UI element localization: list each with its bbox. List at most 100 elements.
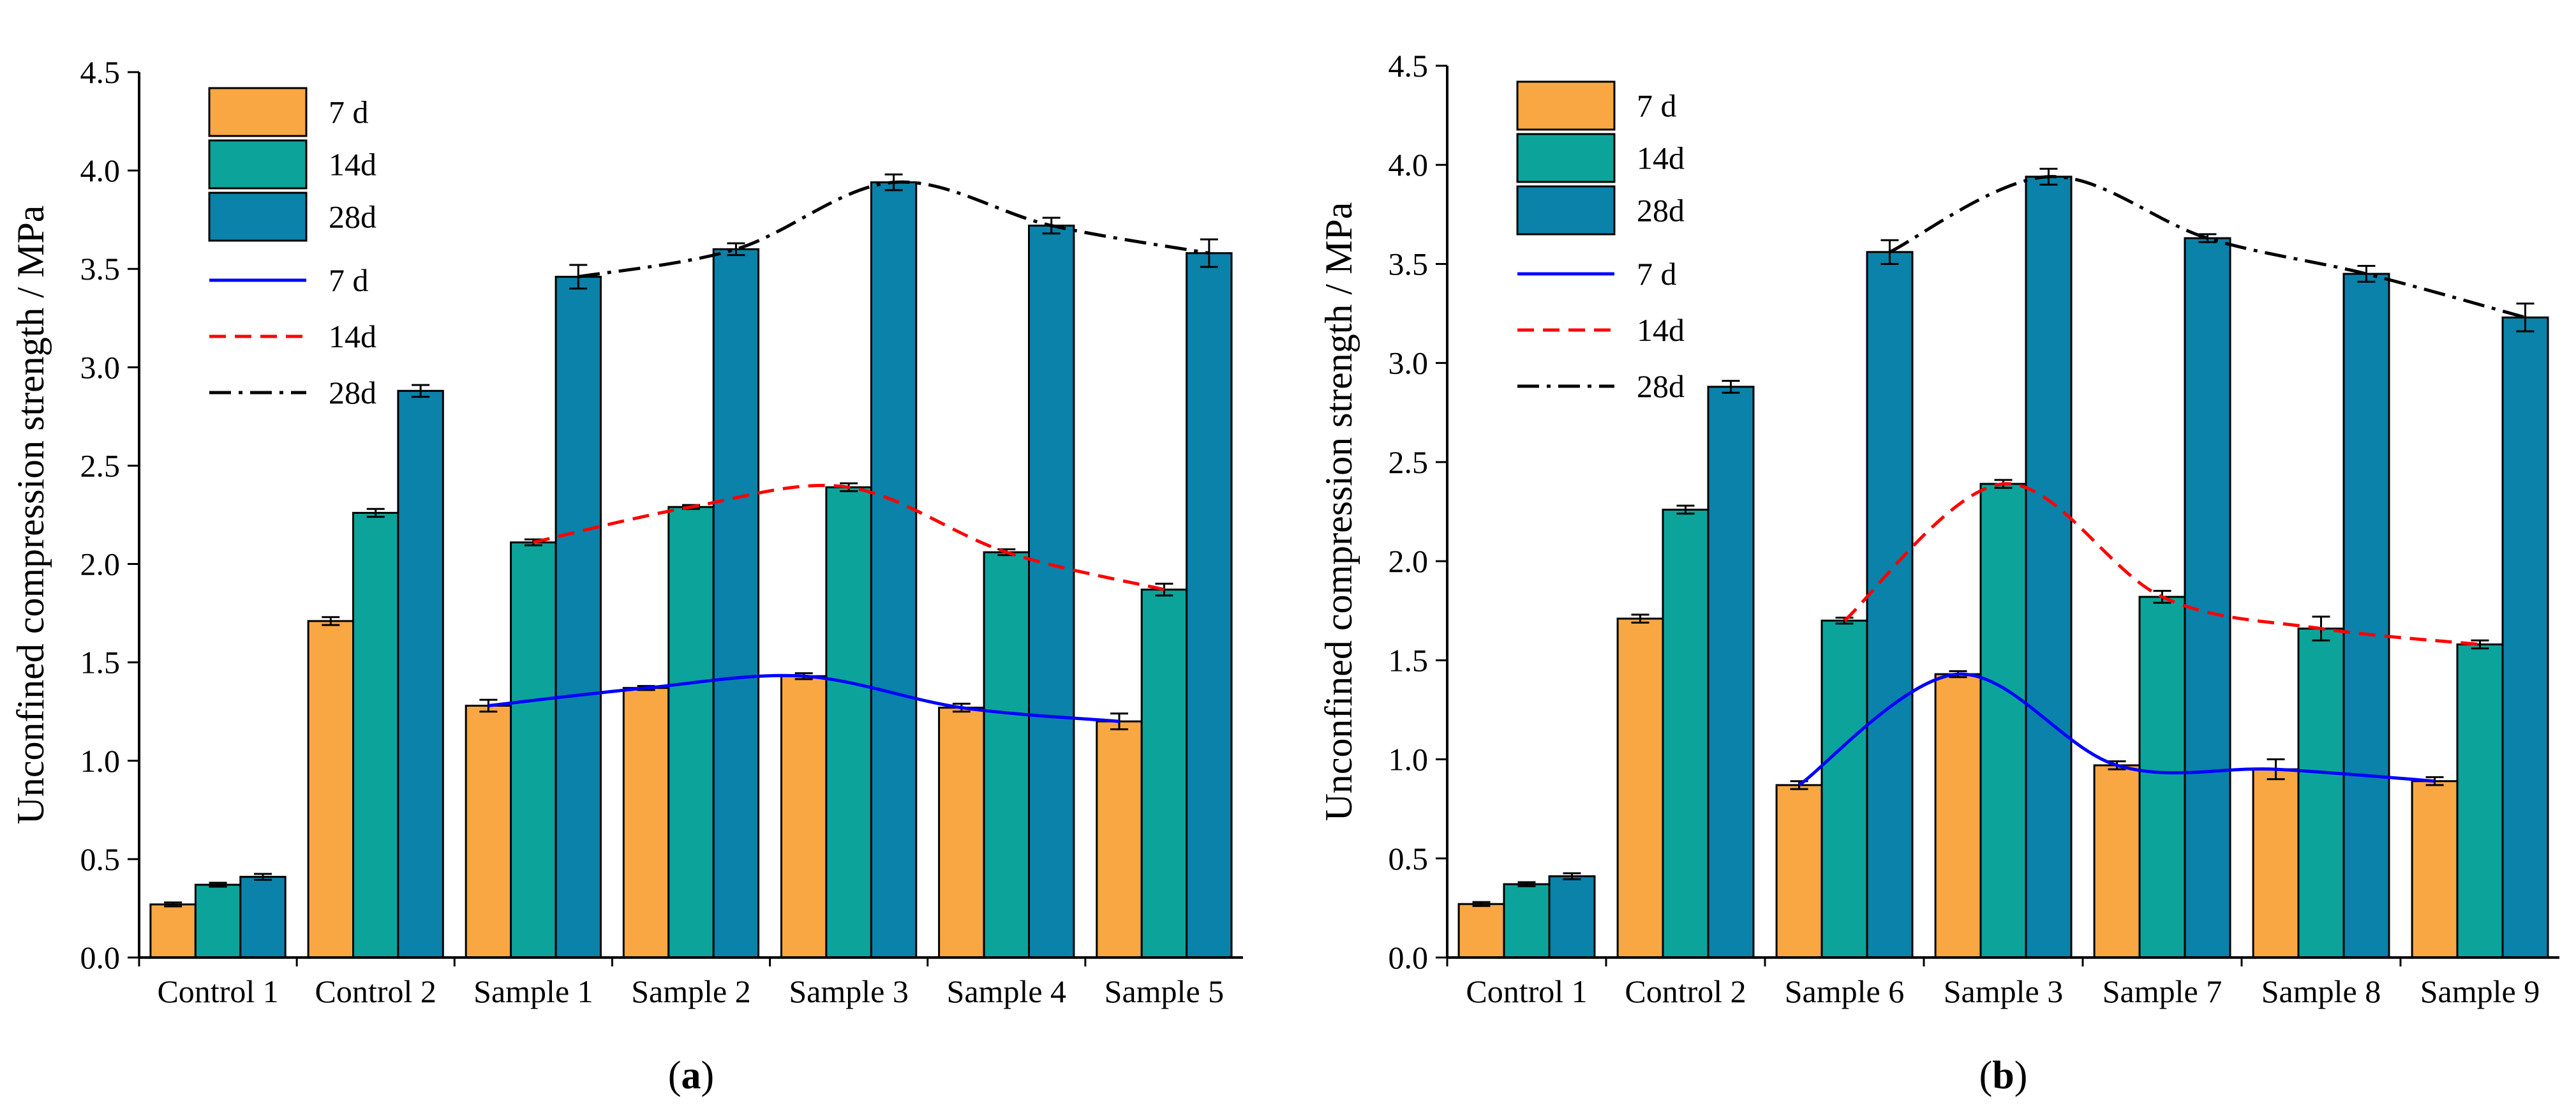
bar-a-2-0 (465, 705, 512, 959)
trend-line-b-1 (1843, 482, 2480, 646)
legend-swatch-a-2 (208, 192, 308, 242)
bar-b-4-0 (2093, 764, 2141, 959)
bar-a-4-0 (780, 675, 828, 959)
bar-b-5-0 (2252, 768, 2300, 959)
legend-label-line-b-1: 14d (1637, 312, 1685, 348)
bar-a-5-0 (938, 707, 985, 959)
bar-b-1-1 (1662, 508, 1709, 959)
x-tick-label-b-2: Sample 6 (1785, 973, 1904, 1009)
bar-b-6-2 (2501, 316, 2549, 959)
y-tick-label-a-7: 3.5 (80, 251, 121, 287)
y-tick-label-b-7: 3.5 (1389, 246, 1429, 282)
bar-a-2-2 (555, 276, 602, 959)
y-tick-label-a-4: 2.0 (80, 546, 121, 582)
bar-b-0-2 (1548, 875, 1596, 959)
chart-panel-b: Control 1 Control 2 Sample 6 Sample 3 Sample… (1318, 48, 2559, 1097)
x-tick-label-a-0: Control 1 (157, 973, 278, 1009)
bar-a-6-1 (1140, 589, 1188, 959)
bar-a-4-2 (870, 181, 918, 959)
x-tick-label-a-4: Sample 3 (789, 973, 908, 1009)
y-tick-label-a-8: 4.0 (80, 153, 121, 188)
bar-a-1-2 (397, 389, 444, 959)
x-tick-label-b-0: Control 1 (1466, 973, 1587, 1009)
y-tick-label-a-1: 0.5 (80, 841, 121, 877)
bar-a-0-0 (149, 903, 197, 959)
x-tick-label-b-6: Sample 9 (2420, 973, 2540, 1009)
bar-a-1-0 (307, 620, 355, 959)
bar-b-4-1 (2138, 596, 2186, 959)
bar-b-5-1 (2297, 627, 2345, 959)
bar-a-6-0 (1096, 720, 1143, 959)
panel-label-a: (a) (668, 1054, 714, 1097)
legend-label-line-a-2: 28d (329, 375, 376, 410)
y-tick-label-b-9: 4.5 (1389, 48, 1429, 84)
bar-b-1-2 (1707, 386, 1755, 959)
y-tick-label-b-1: 0.5 (1389, 841, 1429, 876)
y-tick-label-b-8: 4.0 (1389, 147, 1429, 183)
y-axis-label-a: Unconfined compression strength / MPa (10, 206, 52, 825)
bar-a-5-1 (983, 551, 1030, 959)
bar-a-2-1 (510, 541, 557, 959)
bar-b-0-1 (1503, 883, 1551, 959)
bar-a-0-2 (239, 876, 287, 959)
bar-b-2-2 (1866, 251, 1914, 959)
bar-a-5-2 (1028, 224, 1075, 959)
legend-swatch-b-0 (1516, 80, 1616, 131)
bar-a-4-1 (825, 486, 872, 959)
y-tick-label-a-9: 4.5 (80, 54, 121, 90)
x-tick-label-a-1: Control 2 (315, 973, 436, 1009)
panel-label-b: (b) (1979, 1054, 2028, 1097)
bar-b-5-2 (2342, 273, 2390, 959)
y-tick-label-b-6: 3.0 (1389, 345, 1429, 381)
x-tick-label-a-2: Sample 1 (473, 973, 593, 1009)
legend-label-bar-a-2: 28d (329, 199, 376, 235)
bar-a-0-1 (194, 883, 242, 959)
bar-a-1-1 (352, 511, 399, 959)
legend-label-line-b-2: 28d (1637, 368, 1685, 404)
y-tick-label-b-2: 1.0 (1389, 742, 1429, 778)
legend-swatch-a-0 (208, 87, 308, 137)
x-tick-label-a-5: Sample 4 (947, 973, 1066, 1009)
trend-line-a-0 (488, 673, 1120, 723)
y-tick-label-a-3: 1.5 (80, 645, 121, 680)
x-tick-label-b-1: Control 2 (1625, 973, 1746, 1009)
bar-a-3-0 (622, 687, 670, 959)
legend-swatch-a-1 (208, 139, 308, 190)
bar-a-3-2 (712, 248, 760, 959)
legend-label-bar-b-2: 28d (1637, 193, 1685, 229)
bar-a-6-2 (1186, 252, 1233, 959)
legend-swatch-b-1 (1516, 133, 1616, 183)
y-tick-label-a-2: 1.0 (80, 743, 121, 779)
legend-label-bar-a-0: 7 d (329, 94, 369, 130)
x-tick-label-b-3: Sample 3 (1944, 973, 2063, 1009)
bar-b-2-1 (1820, 619, 1868, 959)
y-tick-label-a-6: 3.0 (80, 349, 121, 385)
bar-b-6-1 (2456, 643, 2504, 959)
x-tick-label-b-5: Sample 8 (2261, 973, 2381, 1009)
y-tick-label-b-5: 2.5 (1389, 444, 1429, 480)
y-tick-label-a-0: 0.0 (80, 940, 121, 975)
legend-label-line-a-0: 7 d (329, 262, 369, 298)
trend-line-a-1 (533, 484, 1165, 592)
x-tick-label-b-4: Sample 7 (2103, 973, 2222, 1009)
y-axis-label-b: Unconfined compression strength / MPa (1318, 202, 1360, 822)
y-tick-label-a-5: 2.5 (80, 447, 121, 483)
bar-b-6-0 (2411, 780, 2459, 959)
bar-a-3-1 (667, 506, 715, 959)
legend-swatch-b-2 (1516, 185, 1616, 236)
bar-b-3-0 (1934, 673, 1982, 959)
trend-line-a-2 (577, 180, 1210, 279)
legend-label-bar-b-0: 7 d (1637, 88, 1677, 124)
y-tick-label-b-3: 1.5 (1389, 642, 1429, 678)
x-tick-label-a-3: Sample 2 (631, 973, 750, 1009)
bar-b-0-0 (1457, 903, 1505, 959)
trend-line-b-0 (1798, 672, 2435, 786)
bar-b-3-1 (1979, 483, 2027, 959)
x-tick-label-a-6: Sample 5 (1105, 973, 1224, 1009)
chart-panel-a: Control 1 Control 2 Sample 1 Sample 2 Sample… (10, 54, 1243, 1097)
legend-label-bar-a-1: 14d (329, 147, 376, 183)
bar-b-3-2 (2025, 176, 2073, 959)
bar-b-2-0 (1775, 784, 1823, 959)
y-tick-label-b-4: 2.0 (1389, 543, 1429, 579)
